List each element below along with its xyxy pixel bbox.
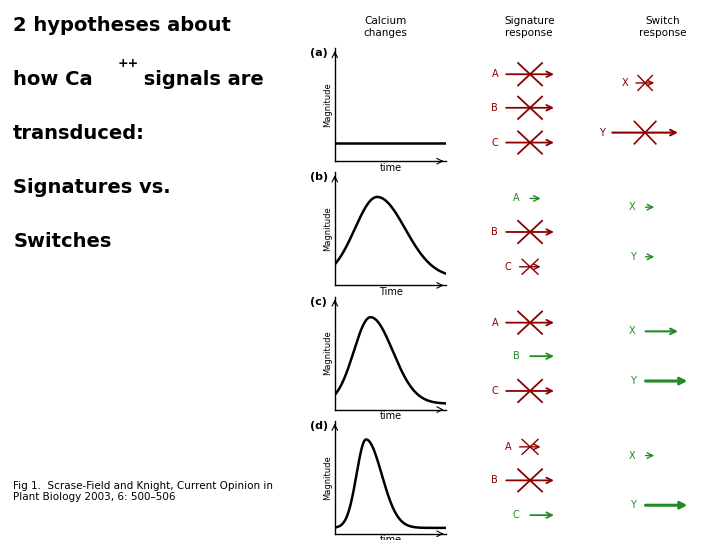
Text: signals are: signals are	[138, 70, 264, 89]
Text: B: B	[491, 227, 498, 237]
Text: Y: Y	[630, 252, 636, 262]
Text: Y: Y	[630, 500, 636, 510]
Y-axis label: Magnitude: Magnitude	[323, 82, 332, 127]
Text: (a): (a)	[310, 48, 328, 58]
Text: 2 hypotheses about: 2 hypotheses about	[13, 16, 231, 35]
Text: A: A	[505, 442, 511, 452]
Y-axis label: Magnitude: Magnitude	[323, 455, 332, 500]
Text: (b): (b)	[310, 172, 328, 183]
Text: Signature
response: Signature response	[504, 16, 554, 38]
Text: Calcium
changes: Calcium changes	[364, 16, 407, 38]
Text: C: C	[491, 386, 498, 396]
Text: X: X	[629, 326, 636, 336]
Text: C: C	[491, 138, 498, 147]
Text: X: X	[629, 202, 636, 212]
Text: A: A	[492, 318, 498, 328]
Text: B: B	[513, 351, 519, 361]
Text: transduced:: transduced:	[13, 124, 145, 143]
Text: Switch
response: Switch response	[639, 16, 686, 38]
X-axis label: Time: Time	[379, 287, 402, 297]
Text: how Ca: how Ca	[13, 70, 93, 89]
X-axis label: time: time	[379, 163, 402, 173]
X-axis label: time: time	[379, 535, 402, 540]
Text: B: B	[491, 475, 498, 485]
Text: Switches: Switches	[13, 232, 112, 251]
Text: B: B	[491, 103, 498, 113]
Text: ++: ++	[117, 57, 139, 70]
Text: A: A	[513, 193, 519, 204]
Text: Fig 1.  Scrase-Field and Knight, Current Opinion in
Plant Biology 2003, 6: 500–5: Fig 1. Scrase-Field and Knight, Current …	[13, 481, 274, 502]
Text: X: X	[622, 78, 629, 88]
Text: C: C	[513, 510, 519, 520]
Text: A: A	[492, 69, 498, 79]
X-axis label: time: time	[379, 411, 402, 421]
Text: Y: Y	[599, 127, 605, 138]
Text: C: C	[505, 262, 511, 272]
Y-axis label: Magnitude: Magnitude	[323, 330, 332, 375]
Text: Signatures vs.: Signatures vs.	[13, 178, 171, 197]
Text: X: X	[629, 450, 636, 461]
Y-axis label: Magnitude: Magnitude	[323, 206, 332, 251]
Text: (d): (d)	[310, 421, 328, 431]
Text: Y: Y	[630, 376, 636, 386]
Text: (c): (c)	[310, 296, 327, 307]
